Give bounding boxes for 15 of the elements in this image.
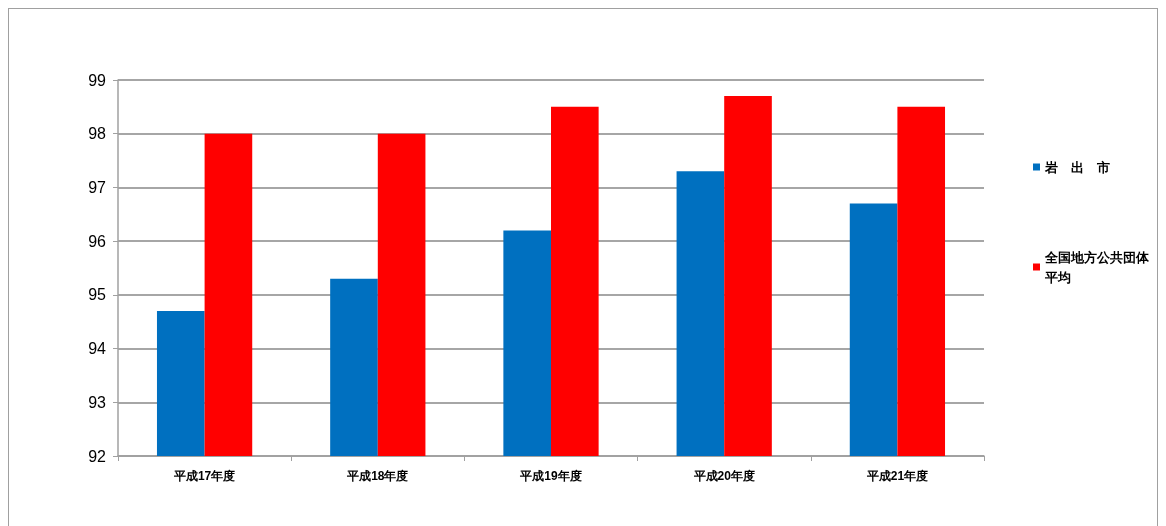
x-tick-label: 平成19年度 bbox=[519, 469, 582, 483]
y-tick-label: 96 bbox=[88, 232, 107, 250]
x-tick-label: 平成17年度 bbox=[172, 469, 236, 483]
y-tick-label: 93 bbox=[88, 393, 107, 411]
x-tick-label: 平成18年度 bbox=[346, 469, 409, 483]
x-tick-label: 平成20年度 bbox=[692, 469, 755, 483]
legend-label: 岩 出 市 bbox=[1044, 159, 1110, 175]
y-tick-label: 97 bbox=[88, 178, 107, 196]
y-tick-label: 94 bbox=[88, 340, 107, 358]
y-tick-label: 99 bbox=[88, 71, 107, 89]
y-tick-label: 92 bbox=[88, 447, 107, 465]
legend-label: 全国地方公共団体平均 bbox=[1044, 249, 1150, 285]
x-tick-label: 平成21年度 bbox=[865, 469, 929, 483]
y-tick-label: 98 bbox=[88, 125, 107, 143]
y-tick-label: 95 bbox=[88, 286, 107, 304]
